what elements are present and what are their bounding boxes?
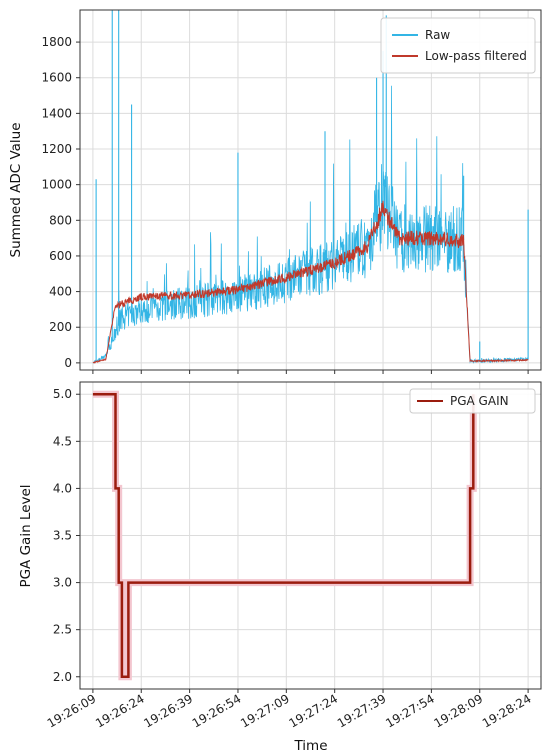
pga-gain-line <box>92 392 475 679</box>
top-y-tick-label: 800 <box>49 213 72 227</box>
bottom-x-tick-label: 19:27:54 <box>383 691 437 730</box>
bottom-x-tick-label: 19:27:09 <box>238 691 292 730</box>
top-legend-box <box>380 17 536 74</box>
bottom-grid <box>80 382 541 689</box>
legend-label-pga-gain: PGA GAIN <box>450 394 509 408</box>
top-plot-data <box>92 10 529 364</box>
top-plot-frame <box>79 9 542 371</box>
top-y-tick-label: 1400 <box>41 106 72 120</box>
bottom-legend: PGA GAIN <box>409 388 536 414</box>
bottom-x-tick-label: 19:28:24 <box>480 691 534 730</box>
bottom-y-tick-label: 4.5 <box>53 434 72 448</box>
top-y-tick-label: 1000 <box>41 178 72 192</box>
bottom-x-tick-label: 19:27:24 <box>286 691 340 730</box>
bottom-plot-data <box>92 390 477 681</box>
bottom-y-axis-title: PGA Gain Level <box>18 484 34 587</box>
bottom-x-tick-label: 19:28:09 <box>432 691 486 730</box>
top-y-tick-label: 600 <box>49 249 72 263</box>
top-y-tick-label: 200 <box>49 320 72 334</box>
legend-label-raw: Raw <box>425 28 450 42</box>
top-y-tick-label: 400 <box>49 285 72 299</box>
bottom-legend-box <box>409 388 536 414</box>
bottom-y-tick-label: 3.0 <box>53 576 72 590</box>
bottom-y-tick-label: 2.5 <box>53 623 72 637</box>
top-y-tick-label: 1800 <box>41 35 72 49</box>
bottom-y-ticks: 5.0 4.5 4.0 3.5 3.0 2.5 2.0 <box>53 387 80 684</box>
top-legend: Raw Low-pass filtered <box>380 17 536 74</box>
bottom-x-tick-label: 19:26:24 <box>93 691 147 730</box>
bottom-x-tick-label: 19:26:54 <box>190 691 244 730</box>
raw-series-line <box>92 85 529 364</box>
top-y-tick-label: 1200 <box>41 142 72 156</box>
bottom-x-tick-label: 19:26:09 <box>45 691 99 730</box>
bottom-x-axis-title: Time <box>293 738 327 754</box>
legend-label-filtered: Low-pass filtered <box>425 49 527 63</box>
bottom-y-tick-label: 2.0 <box>53 670 72 684</box>
bottom-y-tick-label: 4.0 <box>53 481 72 495</box>
top-y-ticks: 0 200 400 600 800 1000 1200 1400 1600 1800 <box>41 35 529 374</box>
top-y-axis-title: Summed ADC Value <box>8 122 24 257</box>
filtered-series-line <box>92 200 529 364</box>
bottom-y-tick-label: 3.5 <box>53 529 72 543</box>
bottom-x-tick-label: 19:27:39 <box>335 691 389 730</box>
bottom-y-tick-label: 5.0 <box>53 387 72 401</box>
bottom-x-ticks: 19:26:0919:26:2419:26:3919:26:5419:27:09… <box>45 689 534 731</box>
top-y-tick-label: 1600 <box>41 71 72 85</box>
top-y-tick-label: 0 <box>64 356 72 370</box>
bottom-x-tick-label: 19:26:39 <box>141 691 195 730</box>
